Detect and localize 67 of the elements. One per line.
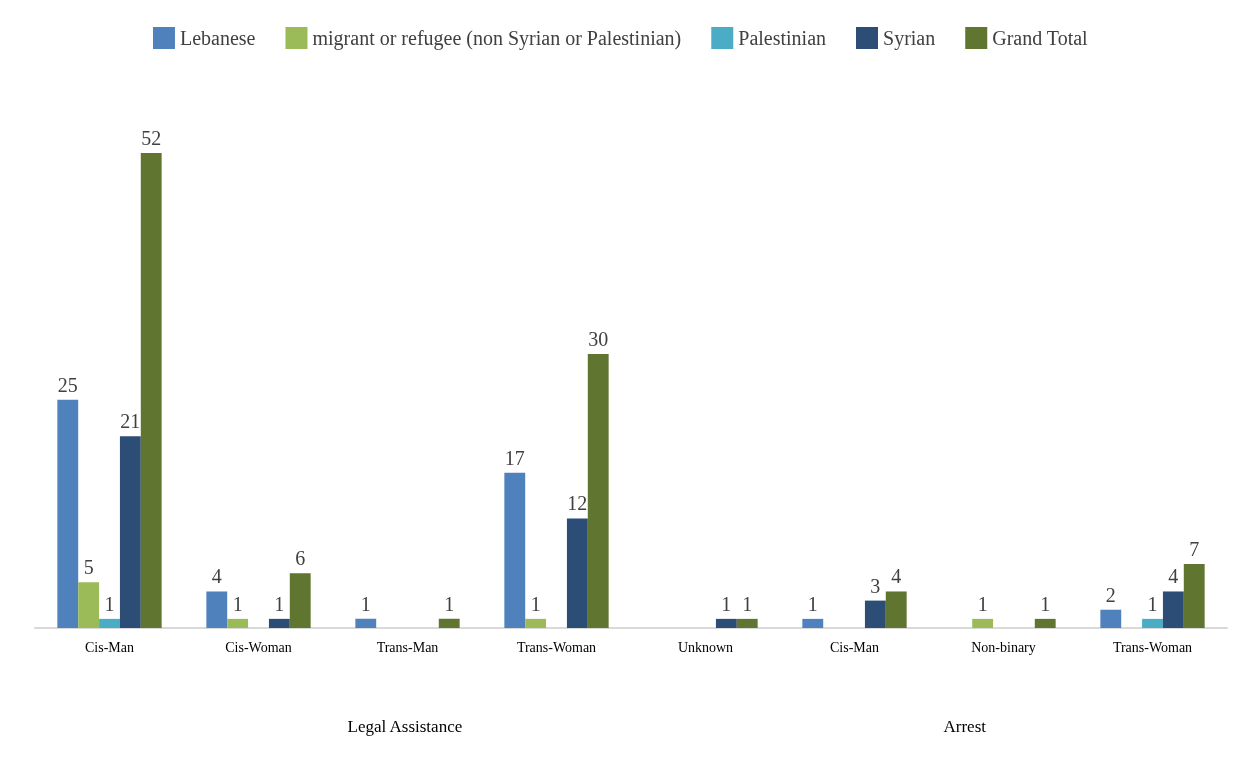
bar [802,618,824,628]
bar [1034,618,1056,628]
bar [99,618,120,628]
data-label: 21 [120,410,141,433]
data-label: 3 [870,574,881,597]
legend-label: Grand Total [992,27,1089,49]
bar [57,399,79,628]
legend-label: Lebanese [179,27,256,49]
bar [1162,591,1184,628]
bar [289,573,311,628]
x-tick-label: Non-binary [971,639,1036,655]
x-tick-label: Cis-Woman [225,639,292,655]
data-label: 12 [567,492,588,515]
data-label: 4 [1168,565,1179,588]
x-tick-label: Trans-Man [376,639,439,655]
data-label: 1 [721,592,732,615]
bar [587,354,609,628]
data-label: 1 [1147,592,1158,615]
bar [140,153,162,628]
bar [268,618,290,628]
bar [227,618,249,628]
bar [78,582,100,628]
bar [206,591,228,628]
data-label: 1 [444,592,455,615]
data-label: 17 [504,446,525,469]
data-label: 1 [1040,592,1051,615]
bar [504,472,526,628]
bar [1183,564,1205,628]
data-label: 2 [1105,583,1116,606]
text: Arrest [943,717,987,736]
bar [864,600,886,628]
bar [566,518,588,628]
data-label: 5 [83,556,94,579]
bar [119,436,141,628]
data-label: 1 [530,592,541,615]
text: Legal Assistance [347,717,463,736]
bar [972,618,994,628]
legend-label: Syrian [883,27,936,50]
data-label: 4 [891,565,902,588]
data-label: 25 [57,373,78,396]
data-label: 1 [104,592,115,615]
bar [525,618,547,628]
data-label: 6 [295,547,306,570]
data-label: 52 [141,127,162,150]
x-tick-label: Trans-Woman [1112,639,1193,655]
bar [1142,618,1163,628]
bar [355,618,377,628]
data-label: 30 [588,328,609,350]
bar [438,618,460,628]
x-tick-label: Trans-Woman [516,639,597,655]
legend-label: Palestinian [738,27,827,49]
bar [715,618,737,628]
data-label: 7 [1189,538,1200,561]
bar [736,618,758,628]
data-label: 1 [742,592,753,615]
data-label: 1 [274,592,285,615]
x-tick-label: Cis-Man [830,639,879,655]
data-label: 1 [232,592,243,615]
data-label: 1 [977,592,988,615]
data-label: 4 [211,565,222,588]
x-tick-label: Cis-Man [85,639,134,655]
data-label: 1 [360,592,371,615]
legend-label: migrant or refugee (non Syrian or Palestinian) [312,27,682,50]
x-tick-label: Unknown [677,639,734,655]
data-label: 1 [807,592,818,615]
bar [885,591,907,628]
bar [1100,609,1122,628]
